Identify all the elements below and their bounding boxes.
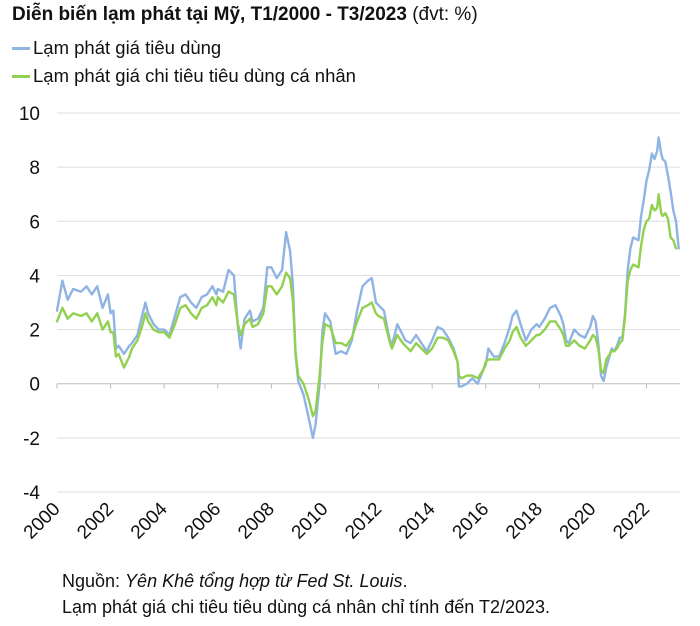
x-tick-label: 2020	[556, 499, 601, 544]
y-tick-label: 8	[29, 158, 40, 179]
footnote: Lạm phát giá chi tiêu tiêu dùng cá nhân …	[62, 597, 551, 617]
chart-title-main: Diễn biến lạm phát tại Mỹ, T1/2000 - T3/…	[12, 4, 407, 25]
x-tick-label: 2000	[20, 499, 65, 544]
series-line-cpi	[55, 136, 680, 440]
x-tick-label: 2018	[502, 499, 547, 544]
legend-item-cpi: Lạm phát giá tiêu dùng	[12, 34, 356, 62]
source-note: Nguồn: Yên Khê tổng hợp từ Fed St. Louis…	[62, 568, 550, 620]
y-tick-label: -2	[23, 429, 40, 450]
legend-swatch-cpi	[12, 46, 30, 50]
series-line-pce	[55, 193, 678, 418]
legend-item-pce: Lạm phát giá chi tiêu tiêu dùng cá nhân	[12, 62, 356, 90]
y-tick-label: 0	[29, 375, 40, 396]
x-tick-label: 2016	[449, 499, 494, 544]
x-tick-label: 2014	[395, 498, 440, 543]
source-prefix: Nguồn:	[62, 571, 126, 591]
y-tick-label: 2	[29, 321, 40, 342]
source-line: Nguồn: Yên Khê tổng hợp từ Fed St. Louis…	[62, 568, 550, 594]
x-tick-label: 2022	[609, 499, 654, 544]
y-tick-label: -4	[23, 483, 40, 504]
x-tick-label: 2002	[73, 499, 118, 544]
y-tick-label: 4	[29, 266, 40, 287]
chart-title: Diễn biến lạm phát tại Mỹ, T1/2000 - T3/…	[12, 4, 478, 26]
source-text: Yên Khê tổng hợp từ Fed St. Louis	[125, 571, 403, 591]
legend-swatch-pce	[12, 74, 30, 78]
legend-label-pce: Lạm phát giá chi tiêu tiêu dùng cá nhân	[33, 65, 356, 86]
x-tick-label: 2008	[234, 499, 279, 544]
x-tick-label: 2004	[127, 498, 172, 543]
source-suffix: .	[402, 571, 408, 591]
legend-label-cpi: Lạm phát giá tiêu dùng	[33, 37, 222, 58]
x-tick-label: 2010	[288, 499, 333, 544]
y-tick-label: 10	[19, 104, 40, 125]
x-tick-label: 2006	[181, 499, 226, 544]
legend: Lạm phát giá tiêu dùng Lạm phát giá chi …	[12, 34, 356, 90]
y-tick-label: 6	[29, 212, 40, 233]
x-tick-label: 2012	[341, 499, 386, 544]
chart-title-unit: (đvt: %)	[412, 4, 478, 25]
